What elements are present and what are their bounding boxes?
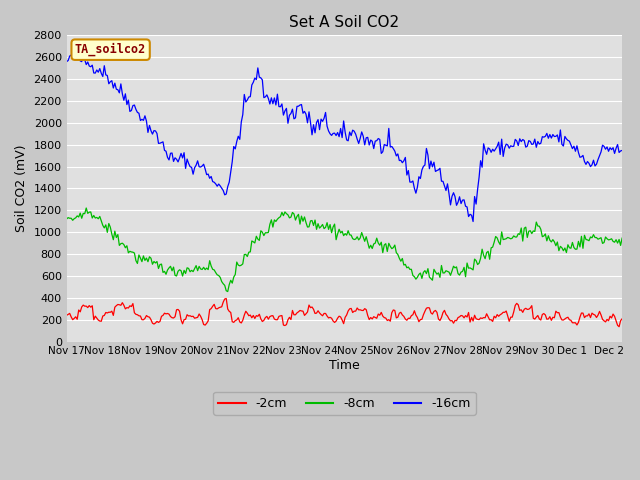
Legend: -2cm, -8cm, -16cm: -2cm, -8cm, -16cm — [213, 392, 476, 415]
Text: TA_soilco2: TA_soilco2 — [75, 43, 147, 56]
Title: Set A Soil CO2: Set A Soil CO2 — [289, 15, 399, 30]
X-axis label: Time: Time — [329, 359, 360, 372]
Y-axis label: Soil CO2 (mV): Soil CO2 (mV) — [15, 144, 28, 232]
